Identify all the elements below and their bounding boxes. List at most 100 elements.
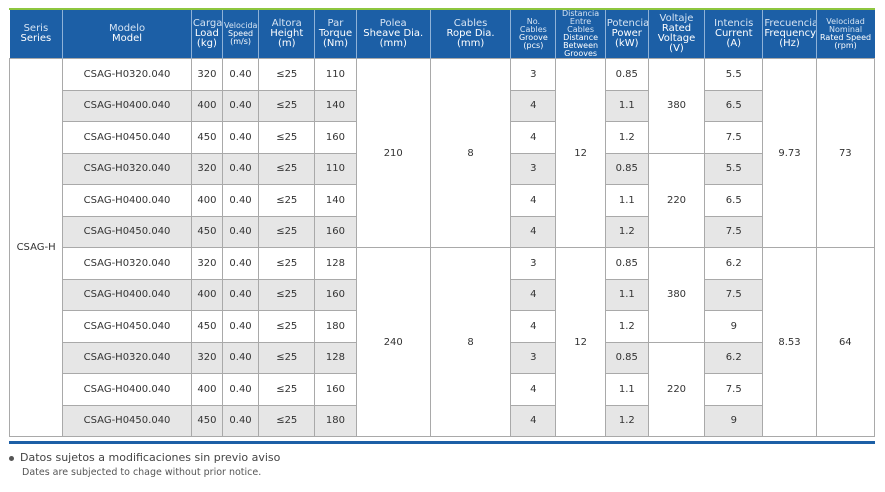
torque-cell: 110: [314, 58, 357, 91]
model-cell: CSAG-H0400.040: [62, 278, 192, 311]
model-cell: CSAG-H0450.040: [62, 121, 192, 154]
height-cell: ≤25: [258, 278, 316, 311]
groove-cell: 3: [510, 341, 557, 374]
rope-cell: 8: [429, 58, 512, 248]
current-cell: 6.5: [704, 184, 764, 217]
voltage-cell: 380: [647, 247, 706, 343]
power-cell: 1.2: [604, 215, 649, 248]
col-rated-speed: Velocidad Nominal Rated Speed (rpm): [815, 10, 875, 59]
frequency-cell: 9.73: [762, 58, 817, 248]
col-frequency: Frecuencia Frequency (Hz): [762, 10, 817, 59]
table-row: CSAG-H0450.040 450 0.40 ≤25 180 4 1.2 9: [10, 310, 875, 343]
power-cell: 0.85: [604, 152, 649, 185]
torque-cell: 110: [314, 152, 357, 185]
current-cell: 9: [704, 310, 764, 343]
groove-cell: 4: [510, 310, 557, 343]
current-cell: 7.5: [704, 373, 764, 406]
col-height: Altora Height (m): [258, 10, 315, 59]
table-row: CSAG-H0400.040 400 0.40 ≤25 140 4 1.1 6.5: [10, 89, 875, 122]
voltage-cell: 220: [647, 341, 706, 437]
torque-cell: 128: [314, 341, 357, 374]
load-cell: 320: [190, 247, 223, 280]
footnote-es: Datos sujetos a modificaciones sin previ…: [9, 451, 280, 464]
power-cell: 0.85: [604, 58, 649, 91]
torque-cell: 180: [314, 404, 357, 437]
speed-cell: 0.40: [221, 404, 260, 437]
torque-cell: 140: [314, 184, 357, 217]
height-cell: ≤25: [258, 152, 316, 185]
col-torque: Par Torque (Nm): [314, 10, 357, 59]
col-series: Seris Series: [9, 10, 63, 59]
speed-cell: 0.40: [221, 89, 260, 122]
table-row: CSAG-H0400.040 400 0.40 ≤25 140 4 1.1 6.5: [10, 184, 875, 217]
load-cell: 320: [190, 58, 223, 91]
height-cell: ≤25: [258, 89, 316, 122]
distance-cell: 12: [555, 247, 606, 437]
distance-cell: 12: [555, 58, 606, 248]
sheave-cell: 210: [355, 58, 431, 248]
groove-cell: 4: [510, 278, 557, 311]
model-cell: CSAG-H0400.040: [62, 184, 192, 217]
height-cell: ≤25: [258, 404, 316, 437]
current-cell: 9: [704, 404, 764, 437]
load-cell: 450: [190, 121, 223, 154]
series-cell: CSAG-H: [8, 58, 64, 437]
power-cell: 0.85: [604, 341, 649, 374]
load-cell: 400: [190, 89, 223, 122]
current-cell: 7.5: [704, 121, 764, 154]
groove-cell: 4: [510, 404, 557, 437]
torque-cell: 140: [314, 89, 357, 122]
footnote-es-text: Datos sujetos a modificaciones sin previ…: [20, 451, 281, 464]
model-cell: CSAG-H0320.040: [62, 58, 192, 91]
groove-cell: 4: [510, 89, 557, 122]
speed-cell: 0.40: [221, 341, 260, 374]
speed-cell: 0.40: [221, 278, 260, 311]
rope-cell: 8: [429, 247, 512, 437]
sheave-cell: 240: [355, 247, 431, 437]
current-cell: 7.5: [704, 215, 764, 248]
groove-cell: 3: [510, 247, 557, 280]
col-load: Carga Load (kg): [190, 10, 223, 59]
model-cell: CSAG-H0450.040: [62, 310, 192, 343]
current-cell: 5.5: [704, 152, 764, 185]
torque-cell: 160: [314, 121, 357, 154]
table-row: CSAG-H0450.040 450 0.40 ≤25 160 4 1.2 7.5: [10, 121, 875, 154]
load-cell: 320: [190, 341, 223, 374]
table-row: CSAG-H0450.040 450 0.40 ≤25 180 4 1.2 9: [10, 404, 875, 437]
table-row: CSAG-H0320.040 320 0.40 ≤25 128 240 8 3 12 0.85 38…: [10, 247, 876, 437]
col-voltage: Voltaje Rated Voltage (V): [647, 10, 705, 59]
model-cell: CSAG-H0450.040: [62, 404, 192, 437]
speed-cell: 0.40: [221, 184, 260, 217]
col-current: Intencis Current (A): [704, 10, 763, 59]
speed-cell: 0.40: [221, 373, 260, 406]
power-cell: 1.2: [604, 121, 649, 154]
model-cell: CSAG-H0400.040: [62, 373, 192, 406]
torque-cell: 160: [314, 373, 357, 406]
torque-cell: 128: [314, 247, 357, 280]
torque-cell: 180: [314, 310, 357, 343]
current-cell: 6.2: [704, 341, 764, 374]
load-cell: 320: [190, 152, 223, 185]
load-cell: 450: [190, 404, 223, 437]
height-cell: ≤25: [258, 373, 316, 406]
load-cell: 400: [190, 184, 223, 217]
power-cell: 1.1: [604, 89, 649, 122]
groove-cell: 3: [510, 58, 557, 91]
groove-cell: 4: [510, 184, 557, 217]
col-power: Potencia Power (kW): [604, 10, 649, 59]
model-cell: CSAG-H0320.040: [62, 152, 192, 185]
groove-cell: 4: [510, 215, 557, 248]
current-cell: 5.5: [704, 58, 764, 91]
bullet-icon: [9, 455, 14, 461]
load-cell: 450: [190, 215, 223, 248]
model-cell: CSAG-H0320.040: [62, 341, 192, 374]
speed-cell: 0.40: [221, 58, 260, 91]
torque-cell: 160: [314, 215, 357, 248]
table-header-row: Seris Series Modelo Model Carga Load (kg) V…: [9, 10, 875, 59]
power-cell: 1.1: [604, 278, 649, 311]
header-accent-line: [9, 8, 875, 10]
model-cell: CSAG-H0450.040: [62, 215, 192, 248]
col-sheave-dia: Polea Sheave Dia. (mm): [355, 10, 431, 59]
load-cell: 450: [190, 310, 223, 343]
current-cell: 6.5: [704, 89, 764, 122]
